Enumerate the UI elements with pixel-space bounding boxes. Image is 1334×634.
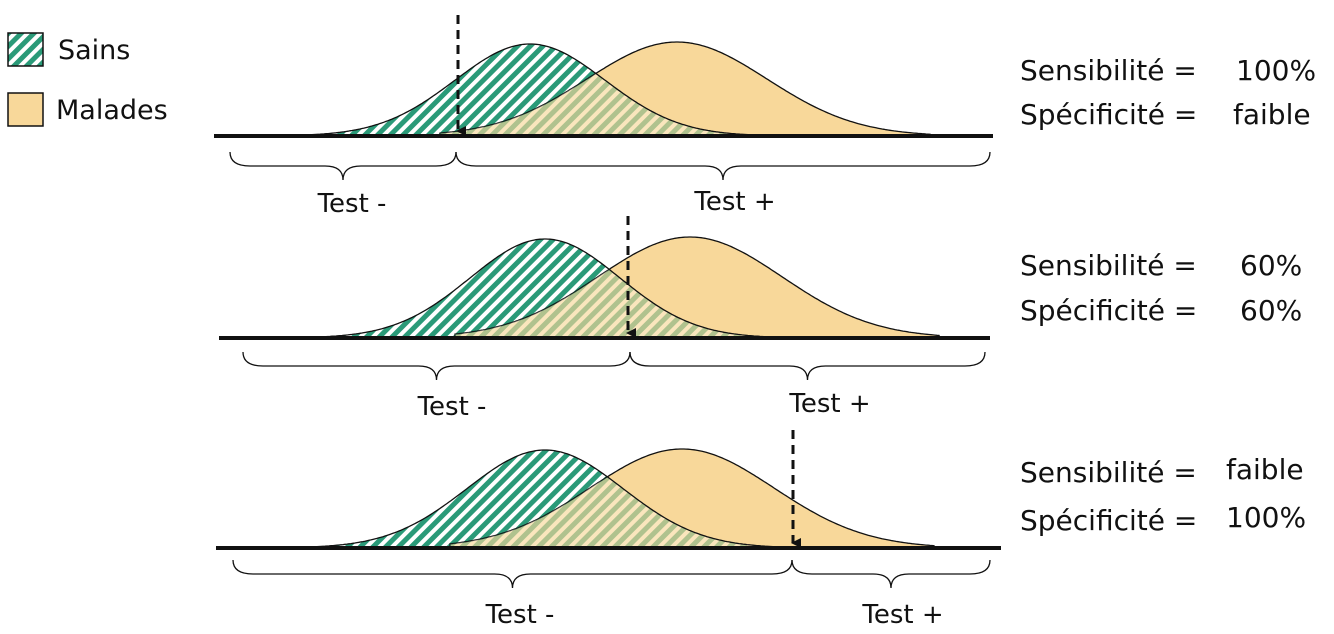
- test-positive-brace: [791, 559, 991, 589]
- test-positive-label: Test +: [788, 389, 870, 419]
- test-negative-brace: [229, 151, 457, 181]
- test-positive-label: Test +: [693, 187, 775, 217]
- panel-1: Test - Test + Sensibilité = 100% Spécifi…: [214, 15, 1316, 219]
- specificite-label: Spécificité =: [1020, 504, 1197, 537]
- specificite-value: faible: [1233, 98, 1311, 131]
- sensibilite-label: Sensibilité =: [1020, 456, 1197, 489]
- specificite-value: 100%: [1226, 501, 1306, 534]
- sensibilite-label: Sensibilité =: [1020, 249, 1197, 282]
- sensibilite-value: faible: [1226, 453, 1304, 486]
- sains-outline: [299, 43, 801, 137]
- sains-swatch: [7, 32, 44, 67]
- overlap-hatch: [440, 73, 800, 136]
- test-positive-brace: [629, 351, 986, 381]
- specificite-value: 60%: [1240, 294, 1302, 327]
- sensibilite-label: Sensibilité =: [1020, 54, 1197, 87]
- sensibilite-value: 60%: [1240, 249, 1302, 282]
- malades-swatch: [7, 92, 44, 127]
- test-negative-label: Test -: [417, 392, 487, 422]
- legend-malades-label: Malades: [56, 95, 168, 126]
- overlap-hatch: [450, 477, 815, 548]
- sensibilite-value: 100%: [1236, 54, 1316, 87]
- sains-curve: [320, 239, 810, 338]
- specificite-label: Spécificité =: [1020, 98, 1197, 131]
- sains-outline: [319, 238, 810, 339]
- test-positive-brace: [455, 151, 991, 181]
- legend-sains-label: Sains: [58, 35, 130, 66]
- test-negative-label: Test -: [317, 189, 387, 219]
- legend: Sains Malades: [7, 32, 168, 127]
- test-negative-label: Test -: [485, 600, 555, 630]
- test-positive-label: Test +: [861, 600, 943, 630]
- test-negative-brace: [232, 559, 793, 589]
- overlap-hatch: [455, 269, 810, 338]
- test-negative-brace: [242, 351, 631, 381]
- panel-2: Test - Test + Sensibilité = 60% Spécific…: [219, 216, 1302, 422]
- sains-outline: [314, 449, 816, 549]
- sains-curve: [300, 44, 800, 136]
- panel-3: Test - Test + Sensibilité = faible Spéci…: [216, 430, 1306, 630]
- sains-curve: [315, 450, 815, 548]
- specificite-label: Spécificité =: [1020, 294, 1197, 327]
